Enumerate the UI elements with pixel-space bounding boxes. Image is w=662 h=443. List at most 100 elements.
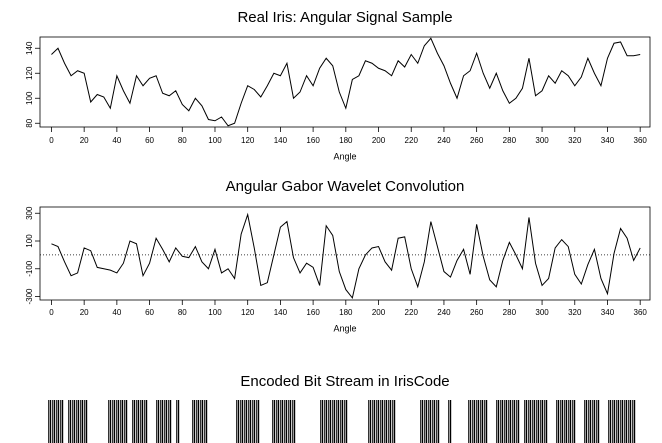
bit bbox=[448, 400, 452, 443]
bit bbox=[124, 400, 128, 443]
bit bbox=[276, 400, 280, 443]
bit bbox=[52, 400, 56, 443]
bit bbox=[324, 400, 328, 443]
x-tick-label: 160 bbox=[306, 308, 320, 317]
x-tick-label: 140 bbox=[274, 308, 288, 317]
bit bbox=[168, 400, 172, 443]
bit bbox=[572, 400, 576, 443]
x-tick-label: 200 bbox=[372, 136, 386, 145]
x-tick-label: 360 bbox=[634, 308, 648, 317]
x-tick-label: 320 bbox=[568, 136, 582, 145]
bit bbox=[524, 400, 528, 443]
y-tick-label: 100 bbox=[25, 91, 34, 105]
x-tick-label: 260 bbox=[470, 308, 484, 317]
bit bbox=[480, 400, 484, 443]
bit bbox=[484, 400, 488, 443]
bit bbox=[468, 400, 472, 443]
y-tick-label: 100 bbox=[25, 234, 34, 248]
bit bbox=[628, 400, 632, 443]
y-tick-label: 140 bbox=[25, 41, 34, 55]
bit bbox=[56, 400, 60, 443]
bit bbox=[248, 400, 252, 443]
bit bbox=[372, 400, 376, 443]
x-tick-label: 300 bbox=[535, 308, 549, 317]
bit bbox=[136, 400, 140, 443]
chart-title: Angular Gabor Wavelet Convolution bbox=[226, 178, 465, 195]
bit bbox=[252, 400, 256, 443]
x-tick-label: 200 bbox=[372, 308, 386, 317]
x-tick-label: 340 bbox=[601, 308, 615, 317]
bit bbox=[392, 400, 396, 443]
bit bbox=[192, 400, 196, 443]
x-tick-label: 220 bbox=[405, 136, 419, 145]
bit bbox=[420, 400, 424, 443]
x-tick-label: 0 bbox=[49, 136, 54, 145]
bit bbox=[436, 400, 440, 443]
bit bbox=[592, 400, 596, 443]
x-tick-label: 140 bbox=[274, 136, 288, 145]
x-tick-label: 180 bbox=[339, 308, 353, 317]
bit bbox=[424, 400, 428, 443]
bit bbox=[432, 400, 436, 443]
x-tick-label: 20 bbox=[80, 308, 89, 317]
bit bbox=[544, 400, 548, 443]
bit bbox=[632, 400, 636, 443]
y-tick-label: -100 bbox=[25, 260, 34, 277]
x-tick-label: 60 bbox=[145, 308, 154, 317]
bit bbox=[560, 400, 564, 443]
x-tick-label: 180 bbox=[339, 136, 353, 145]
bit bbox=[380, 400, 384, 443]
x-tick-label: 40 bbox=[112, 136, 121, 145]
x-tick-label: 120 bbox=[241, 136, 255, 145]
bit bbox=[472, 400, 476, 443]
bit bbox=[556, 400, 560, 443]
bit bbox=[344, 400, 348, 443]
bit bbox=[616, 400, 620, 443]
bit bbox=[132, 400, 136, 443]
bit bbox=[144, 400, 148, 443]
y-tick-label: 120 bbox=[25, 66, 34, 80]
bit bbox=[512, 400, 516, 443]
y-tick-label: -300 bbox=[25, 288, 34, 305]
bit bbox=[156, 400, 160, 443]
bit bbox=[84, 400, 88, 443]
bit bbox=[508, 400, 512, 443]
bit bbox=[536, 400, 540, 443]
bit bbox=[72, 400, 76, 443]
x-tick-label: 340 bbox=[601, 136, 615, 145]
bit bbox=[196, 400, 200, 443]
x-tick-label: 160 bbox=[306, 136, 320, 145]
bit bbox=[612, 400, 616, 443]
x-tick-label: 120 bbox=[241, 308, 255, 317]
bit bbox=[504, 400, 508, 443]
bit bbox=[240, 400, 244, 443]
bit bbox=[564, 400, 568, 443]
y-tick-label: 300 bbox=[25, 206, 34, 220]
bit bbox=[160, 400, 164, 443]
bit bbox=[500, 400, 504, 443]
bit bbox=[120, 400, 124, 443]
x-tick-label: 320 bbox=[568, 308, 582, 317]
y-tick-label: 80 bbox=[25, 118, 34, 127]
x-tick-label: 40 bbox=[112, 308, 121, 317]
bit bbox=[384, 400, 388, 443]
bit bbox=[608, 400, 612, 443]
x-tick-label: 260 bbox=[470, 136, 484, 145]
bit bbox=[332, 400, 336, 443]
bit bbox=[108, 400, 112, 443]
bit bbox=[204, 400, 208, 443]
x-tick-label: 20 bbox=[80, 136, 89, 145]
x-tick-label: 240 bbox=[437, 136, 451, 145]
x-tick-label: 300 bbox=[535, 136, 549, 145]
bit bbox=[584, 400, 588, 443]
bit bbox=[60, 400, 64, 443]
x-tick-label: 60 bbox=[145, 136, 154, 145]
bit bbox=[68, 400, 72, 443]
bit bbox=[588, 400, 592, 443]
bit bbox=[288, 400, 292, 443]
plot-frame bbox=[39, 206, 651, 301]
bit bbox=[76, 400, 80, 443]
bit bbox=[340, 400, 344, 443]
bit bbox=[80, 400, 84, 443]
bit bbox=[200, 400, 204, 443]
